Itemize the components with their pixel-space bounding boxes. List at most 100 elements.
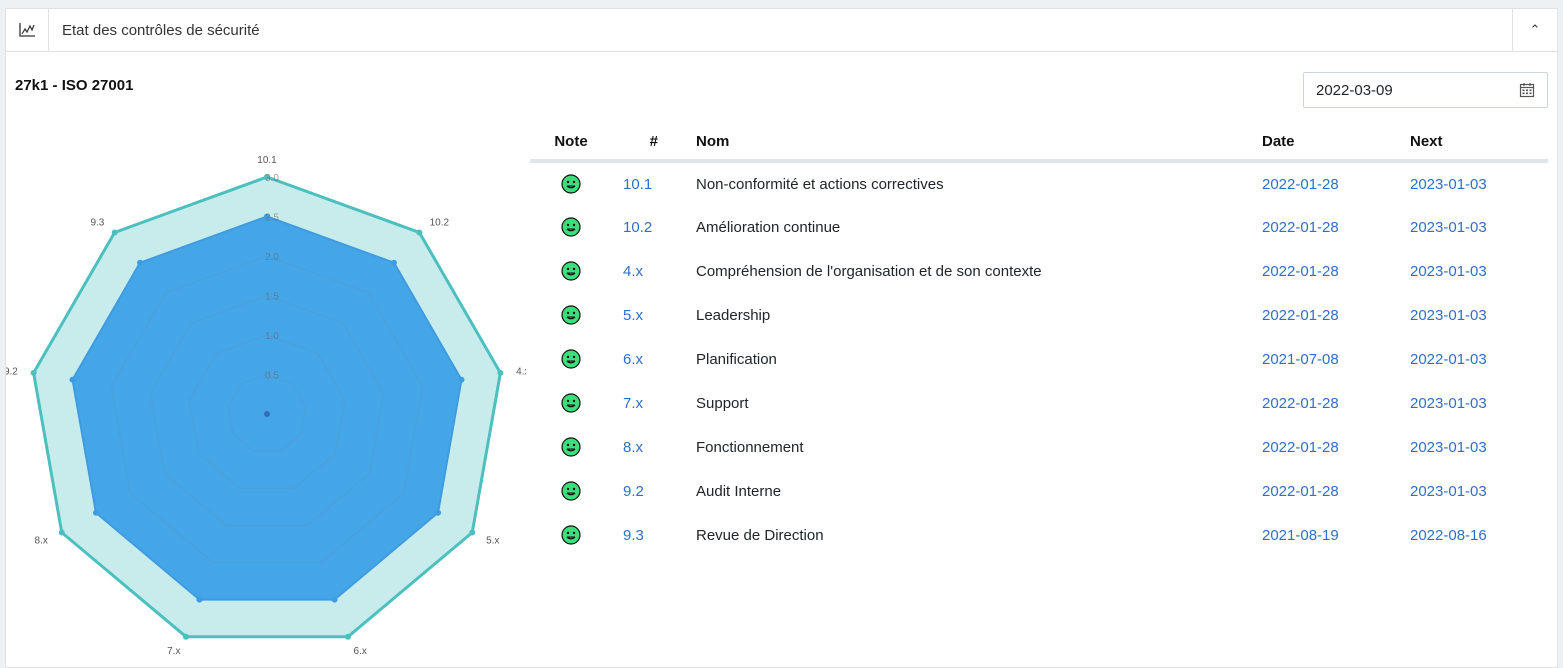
control-name: Leadership (696, 306, 771, 324)
radar-scale-label: 2.5 (265, 213, 279, 224)
table-row[interactable]: 8.x Fonctionnement 2022-01-28 2023-01-03 (530, 425, 1548, 469)
table-header-row: Note # Nom Date Next (530, 124, 1548, 163)
radar-point (435, 509, 442, 516)
control-next-link[interactable]: 2022-01-03 (1410, 350, 1487, 368)
control-name: Revue de Direction (696, 526, 824, 544)
control-number-link[interactable]: 6.x (623, 350, 644, 368)
control-next-link[interactable]: 2022-08-16 (1410, 526, 1487, 544)
control-number-link[interactable]: 5.x (623, 306, 644, 324)
control-next-link[interactable]: 2023-01-03 (1410, 262, 1487, 280)
control-date-link[interactable]: 2022-01-28 (1262, 394, 1339, 412)
table-row[interactable]: 9.3 Revue de Direction 2021-08-19 2022-08-1… (530, 513, 1548, 557)
smiley-icon (530, 337, 612, 381)
control-number-link[interactable]: 9.3 (623, 526, 644, 544)
radar-series-area (71, 215, 463, 601)
table-row[interactable]: 4.x Compréhension de l'organisation et de… (530, 249, 1548, 293)
standard-title: 27k1 - ISO 27001 (15, 77, 134, 94)
smiley-icon (530, 425, 612, 469)
chevron-up-icon[interactable]: ⌃ (1512, 9, 1557, 51)
control-number-link[interactable]: 8.x (623, 438, 644, 456)
header-date[interactable]: Date (1262, 124, 1410, 163)
control-date-link[interactable]: 2022-01-28 (1262, 306, 1339, 324)
control-number-link[interactable]: 4.x (623, 262, 644, 280)
control-number-link[interactable]: 7.x (623, 394, 644, 412)
smiley-icon (530, 469, 612, 513)
radar-point (69, 376, 76, 383)
radar-grid-ring-overlay (71, 215, 463, 601)
control-number-link[interactable]: 9.2 (623, 482, 644, 500)
radar-category-label: 10.2 (430, 218, 450, 229)
control-next-link[interactable]: 2023-01-03 (1410, 394, 1487, 412)
table-row[interactable]: 6.x Planification 2021-07-08 2022-01-03 (530, 337, 1548, 381)
control-name: Fonctionnement (696, 438, 804, 456)
radar-point (469, 529, 476, 536)
header-note[interactable]: Note (530, 124, 612, 163)
radar-point (137, 259, 144, 266)
radar-grid-ring-overlay (227, 373, 307, 452)
radar-point (58, 529, 65, 536)
panel-header: Etat des contrôles de sécurité ⌃ (6, 9, 1557, 52)
control-date-link[interactable]: 2022-01-28 (1262, 438, 1339, 456)
radar-point (196, 596, 203, 603)
radar-scale-label: 3.0 (265, 173, 279, 184)
table-row[interactable]: 5.x Leadership 2022-01-28 2023-01-03 (530, 293, 1548, 337)
radar-point (264, 174, 270, 180)
control-name: Planification (696, 350, 777, 368)
control-name: Audit Interne (696, 482, 782, 500)
control-number-link[interactable]: 10.2 (623, 218, 653, 236)
control-next-link[interactable]: 2023-01-03 (1410, 482, 1487, 500)
table-row[interactable]: 9.2 Audit Interne 2022-01-28 2023-01-03 (530, 469, 1548, 513)
date-field[interactable]: 2022-03-09 (1303, 72, 1548, 108)
radar-scale-label: 1.5 (265, 292, 279, 303)
radar-point (30, 369, 37, 376)
radar-point (92, 509, 99, 516)
radar-point (182, 633, 189, 640)
radar-grid-ring-overlay (188, 334, 346, 489)
radar-scale-label: 2.0 (265, 252, 279, 263)
radar-grid-ring-overlay (149, 294, 385, 526)
control-date-link[interactable]: 2022-01-28 (1262, 175, 1339, 193)
table-row[interactable]: 7.x Support 2022-01-28 2023-01-03 (530, 381, 1548, 425)
table-row[interactable]: 10.1 Non-conformité et actions corrective… (530, 161, 1548, 205)
controls-table: Note # Nom Date Next 10.1 Non-conformité … (530, 124, 1548, 557)
smiley-icon (530, 513, 612, 557)
table-row[interactable]: 10.2 Amélioration continue 2022-01-28 2023-… (530, 205, 1548, 249)
radar-center-point (264, 411, 270, 417)
control-date-link[interactable]: 2021-08-19 (1262, 526, 1339, 544)
radar-category-label: 5.x (486, 536, 499, 547)
date-value: 2022-03-09 (1316, 82, 1393, 99)
smiley-icon (530, 161, 612, 205)
control-next-link[interactable]: 2023-01-03 (1410, 218, 1487, 236)
radar-point (331, 596, 338, 603)
control-date-link[interactable]: 2022-01-28 (1262, 218, 1339, 236)
radar-scale-label: 1.0 (265, 331, 279, 342)
radar-point (264, 213, 270, 220)
radar-category-label: 9.3 (90, 218, 104, 229)
radar-point (345, 633, 352, 640)
control-date-link[interactable]: 2022-01-28 (1262, 262, 1339, 280)
radar-grid-ring-overlay (110, 255, 424, 563)
radar-category-label: 7.x (167, 646, 180, 657)
control-number-link[interactable]: 10.1 (623, 175, 653, 193)
radar-point (458, 376, 465, 383)
control-date-link[interactable]: 2021-07-08 (1262, 350, 1339, 368)
header-num[interactable]: # (612, 124, 696, 163)
radar-chart: 0.5 1.0 1.5 2.0 2.5 3.0 10.1 10.2 4.x 5.x 6.x 7.x 8.… (6, 155, 526, 657)
control-next-link[interactable]: 2023-01-03 (1410, 438, 1487, 456)
smiley-icon (530, 205, 612, 249)
control-next-link[interactable]: 2023-01-03 (1410, 175, 1487, 193)
radar-category-label: 10.1 (257, 155, 277, 166)
radar-category-label: 6.x (354, 646, 367, 657)
smiley-icon (530, 249, 612, 293)
radar-category-label: 9.2 (6, 366, 18, 377)
smiley-icon (530, 381, 612, 425)
header-nom[interactable]: Nom (696, 124, 1262, 163)
control-next-link[interactable]: 2023-01-03 (1410, 306, 1487, 324)
control-date-link[interactable]: 2022-01-28 (1262, 482, 1339, 500)
radar-category-label: 4.x (516, 366, 526, 377)
radar-point (390, 259, 397, 266)
calendar-icon[interactable] (1519, 82, 1535, 103)
smiley-icon (530, 293, 612, 337)
header-next[interactable]: Next (1410, 124, 1548, 163)
line-chart-icon (6, 9, 49, 51)
